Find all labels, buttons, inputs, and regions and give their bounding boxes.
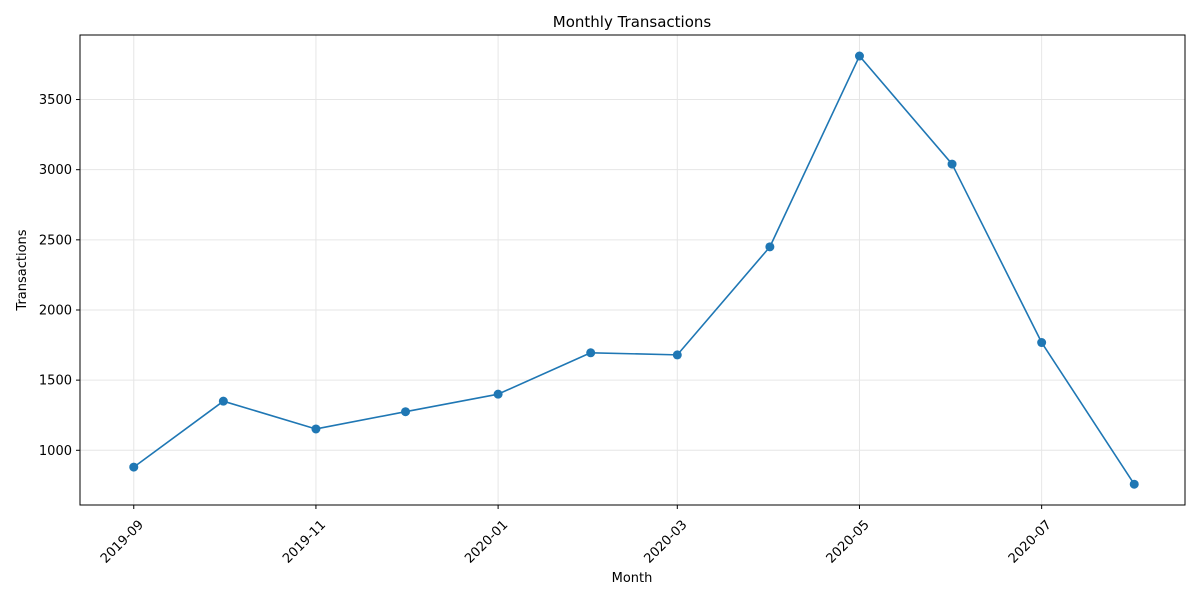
y-axis: 1000 1500 2000 2500 3000 3500 — [39, 93, 80, 459]
x-tick-label: 2020-07 — [1006, 518, 1055, 567]
data-point — [1130, 480, 1139, 489]
x-tick-label: 2019-11 — [280, 518, 329, 567]
data-point — [855, 52, 864, 61]
data-point — [129, 463, 138, 472]
x-tick-label: 2020-05 — [824, 518, 873, 567]
data-point — [401, 407, 410, 416]
grid — [80, 35, 1185, 505]
x-tick-label: 2019-09 — [98, 518, 147, 567]
x-tick-label: 2020-03 — [641, 518, 690, 567]
data-point — [948, 160, 957, 169]
x-tick-label: 2020-01 — [462, 518, 511, 567]
series-layer — [129, 52, 1138, 489]
y-axis-title: Transactions — [15, 229, 30, 311]
x-axis-title: Month — [612, 571, 653, 586]
data-point — [586, 348, 595, 357]
plot-area-frame — [80, 35, 1185, 505]
data-point — [765, 242, 774, 251]
y-tick-label: 1500 — [39, 374, 72, 389]
data-point — [673, 350, 682, 359]
x-axis: 2019-09 2019-11 2020-01 2020-03 2020-05 2020-… — [98, 505, 1055, 567]
y-tick-label: 1000 — [39, 444, 72, 459]
data-point — [494, 390, 503, 399]
data-point — [1037, 338, 1046, 347]
y-tick-label: 2500 — [39, 233, 72, 248]
data-point — [311, 424, 320, 433]
y-tick-label: 2000 — [39, 303, 72, 318]
data-point — [219, 397, 228, 406]
series-line — [134, 56, 1134, 484]
y-tick-label: 3500 — [39, 93, 72, 108]
chart-title: Monthly Transactions — [553, 13, 712, 31]
y-tick-label: 3000 — [39, 163, 72, 178]
